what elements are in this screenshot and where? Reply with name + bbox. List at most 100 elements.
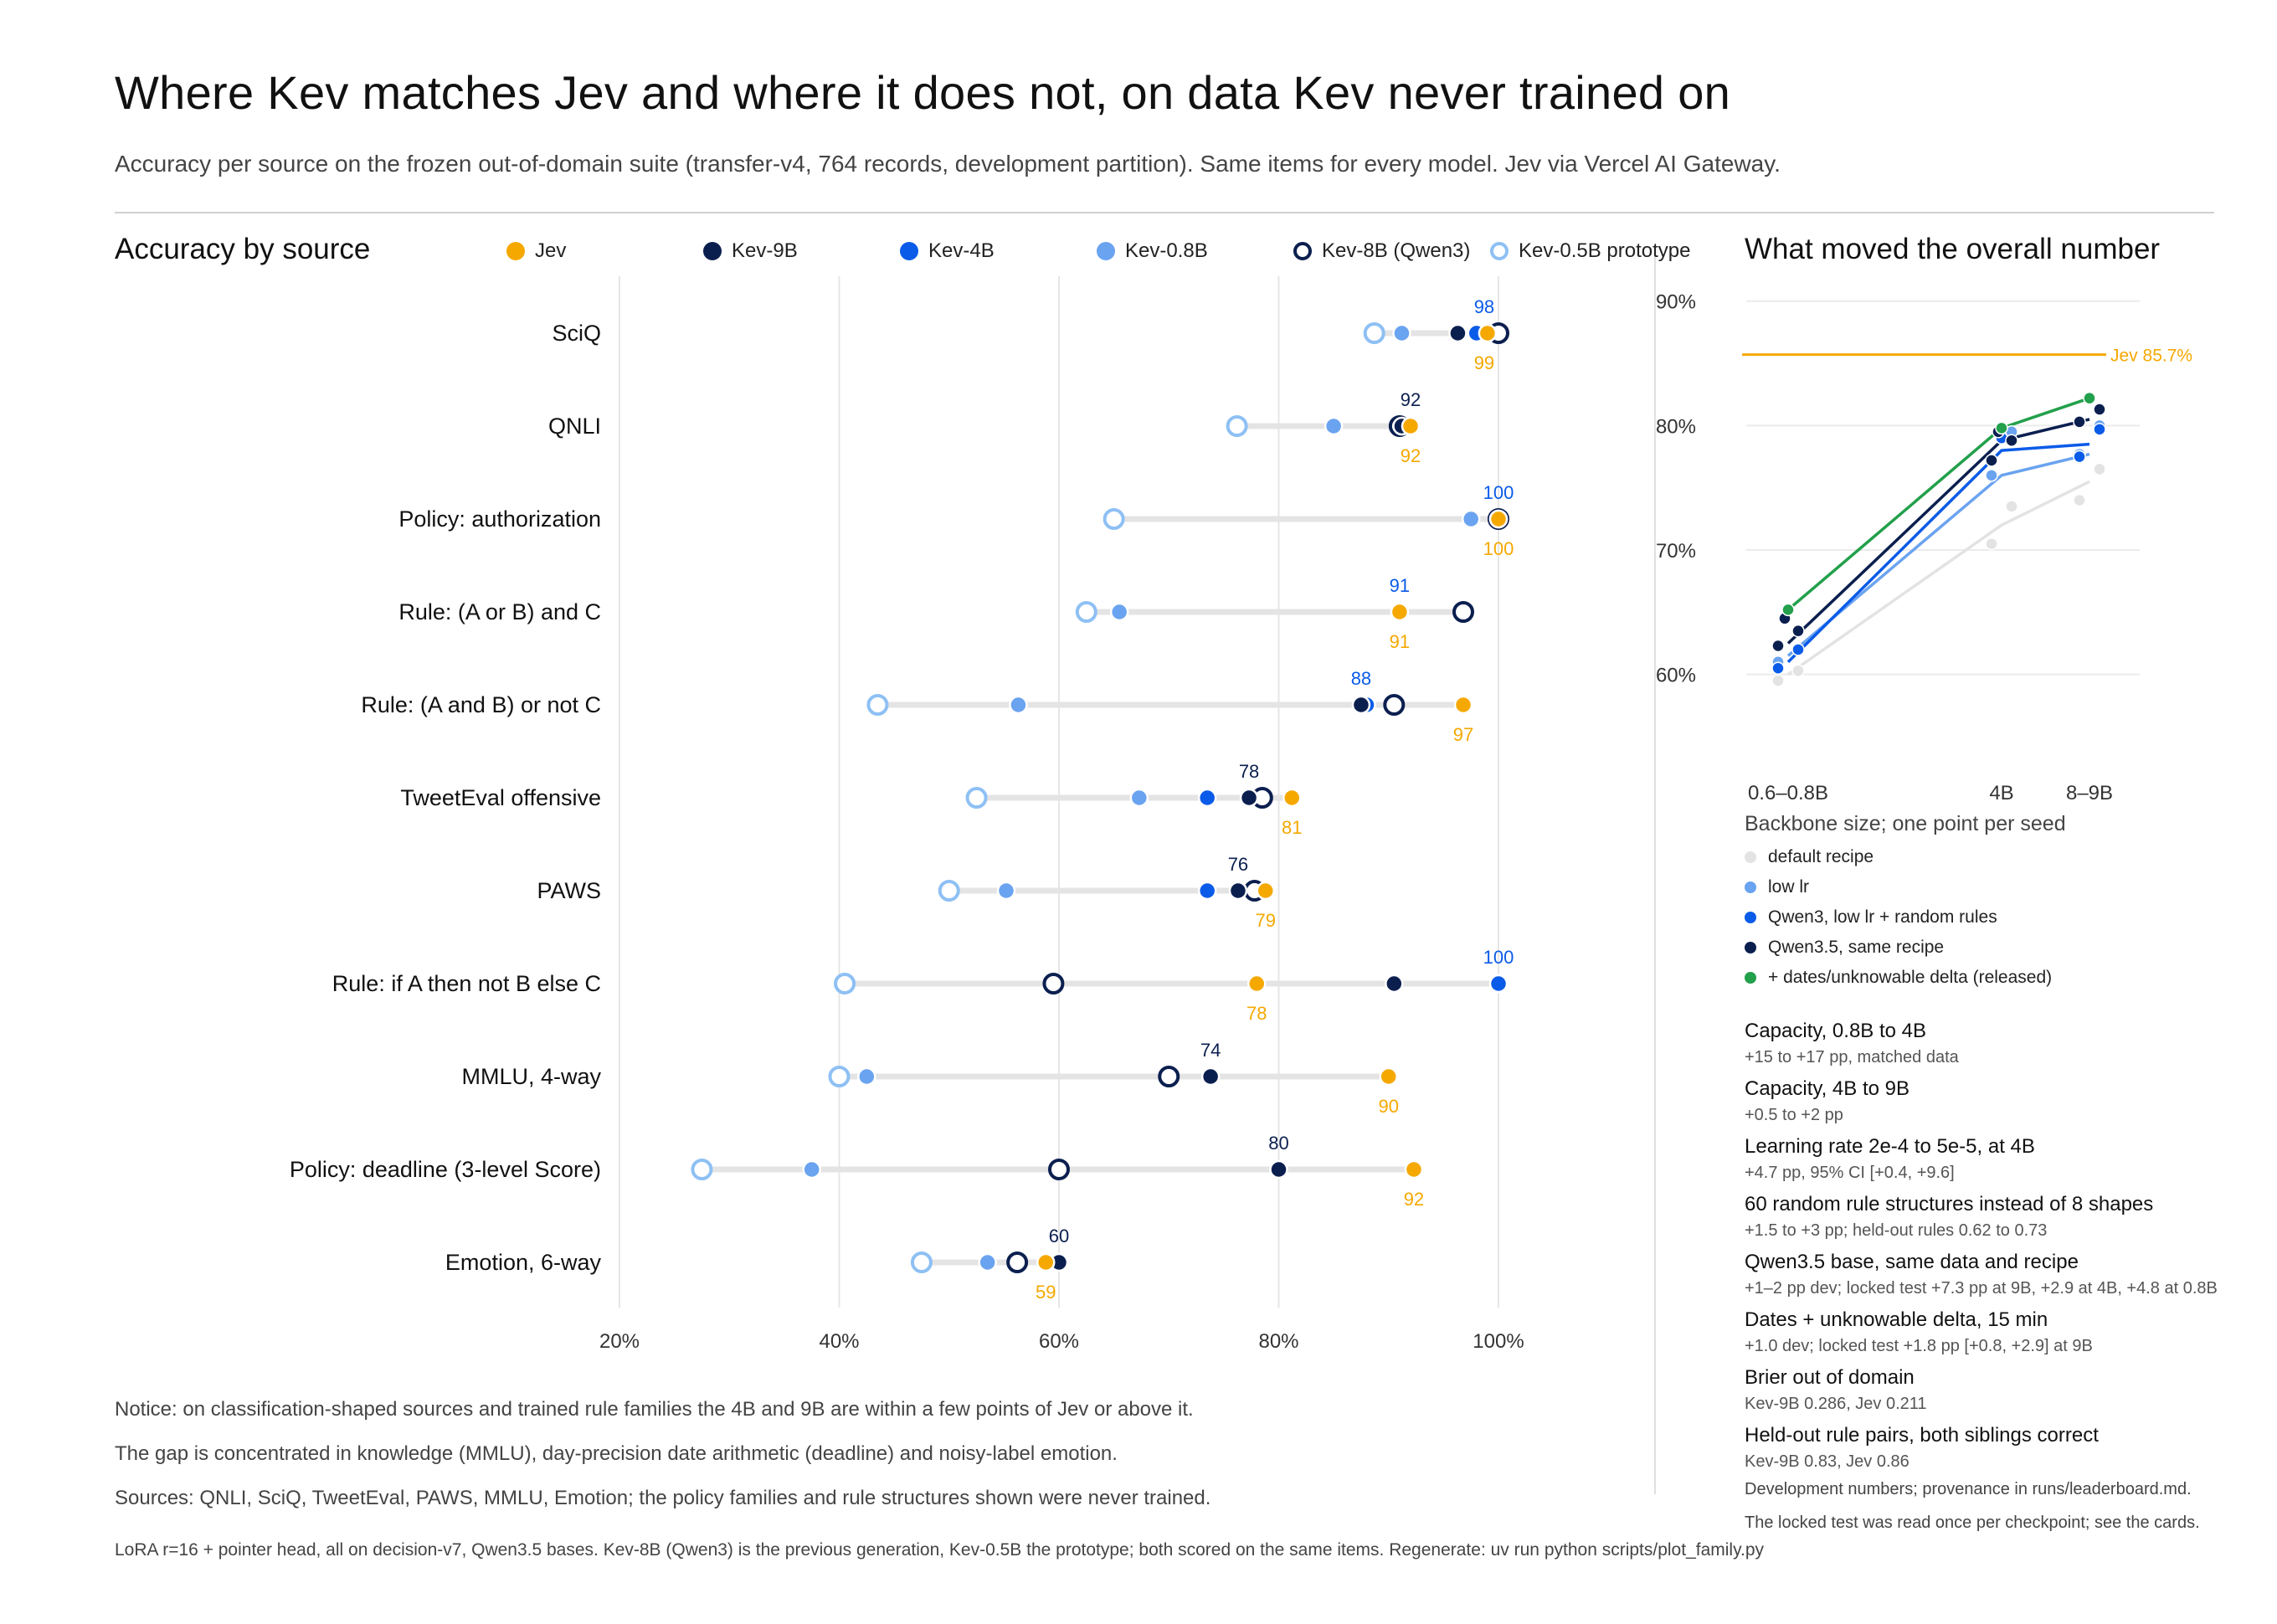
dot-kev-4b — [1488, 974, 1509, 994]
legend-item-kev-9b: Kev-9B — [703, 239, 798, 263]
x-tick-label: 40% — [819, 1330, 859, 1353]
seed-point — [1985, 469, 1998, 482]
seed-point — [2083, 391, 2096, 405]
dot-kev-0-8b — [978, 1252, 997, 1272]
dot-kev-8b-qwen3- — [1006, 1251, 1029, 1273]
value-label-jev: 92 — [1404, 1189, 1424, 1210]
dot-jev — [1036, 1252, 1056, 1272]
dot-kev-8b-qwen3- — [1452, 601, 1474, 623]
x-tick-label: 60% — [1039, 1330, 1079, 1353]
seed-point — [1771, 661, 1785, 675]
x-tick-label: 0.6–0.8B — [1748, 782, 1828, 804]
x-tick-label: 4B — [1989, 782, 2013, 804]
page-title: Where Kev matches Jev and where it does … — [115, 66, 1731, 119]
legend-swatch — [1745, 851, 1756, 863]
right-footnote: Development numbers; provenance in runs/… — [1745, 1480, 2192, 1498]
legend-label: Kev-0.5B prototype — [1519, 239, 1691, 262]
legend-swatch — [1745, 972, 1756, 984]
fact-heading: Capacity, 4B to 9B — [1745, 1077, 1909, 1100]
dot-jev — [1390, 602, 1410, 622]
line-chart: 60% 70% 80% 90% 0.6–0.8B 4B 8–9B Jev 85.7% — [1656, 291, 2192, 804]
series-line — [1786, 480, 2090, 676]
dot-kev-9b — [1448, 323, 1467, 343]
series-line — [1786, 442, 2090, 664]
value-label-top: 60 — [1049, 1226, 1069, 1246]
fact-heading: Brier out of domain — [1745, 1366, 1915, 1389]
seed-point — [2073, 493, 2086, 507]
dot-kev-0-8b — [996, 881, 1016, 901]
dot-kev-0-8b — [1009, 695, 1028, 715]
dot-kev-0-8b — [802, 1159, 821, 1179]
legend-label: Kev-8B (Qwen3) — [1322, 239, 1471, 262]
value-label-top: 91 — [1390, 575, 1410, 596]
y-tick-label: 90% — [1656, 291, 1696, 314]
legend-item-kev-8b-qwen3: Kev-8B (Qwen3) — [1293, 239, 1470, 263]
note-line: The gap is concentrated in knowledge (MM… — [115, 1442, 1118, 1465]
seed-point — [1985, 537, 1998, 551]
seed-point — [2093, 403, 2106, 416]
legend-swatch — [1745, 881, 1756, 893]
value-label-top: 74 — [1200, 1040, 1221, 1061]
seed-point — [2073, 450, 2086, 464]
x-tick-label: 20% — [599, 1330, 640, 1353]
legend-swatch — [1745, 942, 1756, 953]
dot-jev — [1282, 788, 1302, 808]
reference-label: Jev 85.7% — [2110, 347, 2192, 366]
fact-detail: Kev-9B 0.286, Jev 0.211 — [1745, 1395, 1927, 1413]
dot-kev-8b-qwen3- — [1158, 1066, 1180, 1087]
dot-kev-0-5b-prototype — [965, 787, 988, 809]
dot-chart-heading: Accuracy by source — [115, 233, 371, 265]
note-line: Notice: on classification-shaped sources… — [115, 1398, 1194, 1421]
dot-kev-0-8b — [1324, 416, 1344, 436]
dot-jev — [1404, 1159, 1424, 1179]
fact-detail: +4.7 pp, 95% CI [+0.4, +9.6] — [1745, 1164, 1955, 1182]
page-subtitle: Accuracy per source on the frozen out-of… — [115, 151, 1781, 177]
value-label-top: 80 — [1268, 1133, 1288, 1154]
fact-heading: Learning rate 2e-4 to 5e-5, at 4B — [1745, 1135, 2035, 1158]
line-legend-item: Qwen3.5, same recipe — [1745, 938, 1944, 958]
value-label-jev: 90 — [1379, 1096, 1399, 1117]
dot-kev-0-5b-prototype — [1363, 322, 1385, 344]
row-label: TweetEval offensive — [400, 785, 601, 810]
series-line — [1786, 418, 2090, 645]
legend-swatch — [1293, 242, 1312, 260]
fact-heading: Qwen3.5 base, same data and recipe — [1745, 1251, 2079, 1273]
legend-label: Kev-9B — [732, 239, 798, 262]
legend-item-jev: Jev — [506, 239, 566, 263]
dot-kev-0-8b — [1129, 788, 1149, 808]
row-label: Emotion, 6-way — [445, 1250, 602, 1275]
legend-swatch — [506, 242, 525, 260]
dot-jev — [1247, 974, 1267, 994]
value-label-jev: 97 — [1453, 724, 1473, 745]
seed-point — [1791, 624, 1805, 638]
legend-label: low lr — [1768, 877, 1810, 897]
value-label-top: 88 — [1351, 668, 1371, 689]
dot-chart: 20% 40% 60% 80% 100% SciQ 98 99 QNLI 92 92 Policy: … — [290, 276, 1524, 1353]
seed-point — [1791, 643, 1805, 656]
dot-kev-0-8b — [857, 1066, 876, 1087]
fact-heading: Dates + unknowable delta, 15 min — [1745, 1308, 2048, 1331]
row-label: Rule: if A then not B else C — [332, 971, 601, 996]
legend-label: default recipe — [1768, 847, 1874, 866]
legend-swatch — [703, 242, 722, 260]
y-tick-label: 60% — [1656, 665, 1696, 687]
line-legend-item: Qwen3, low lr + random rules — [1745, 907, 1997, 928]
footer-note: LoRA r=16 + pointer head, all on decisio… — [115, 1540, 1765, 1560]
divider — [115, 212, 2214, 213]
row-label: Rule: (A or B) and C — [398, 599, 601, 624]
seed-point — [2073, 415, 2086, 429]
seed-point — [2093, 423, 2106, 436]
seed-point — [2005, 500, 2018, 513]
dot-kev-9b — [1200, 1066, 1221, 1087]
x-tick-label: 100% — [1473, 1330, 1524, 1353]
dot-kev-8b-qwen3- — [1042, 973, 1065, 994]
legend-label: + dates/unknowable delta (released) — [1768, 968, 2053, 987]
legend-swatch — [900, 242, 918, 260]
value-label-top: 76 — [1228, 854, 1248, 875]
legend-swatch — [1097, 242, 1115, 260]
dot-kev-9b — [1239, 788, 1259, 808]
line-chart-heading: What moved the overall number — [1745, 233, 2161, 265]
dot-kev-0-5b-prototype — [866, 694, 889, 716]
value-label-top: 92 — [1401, 389, 1421, 410]
legend-label: Qwen3.5, same recipe — [1768, 938, 1945, 957]
